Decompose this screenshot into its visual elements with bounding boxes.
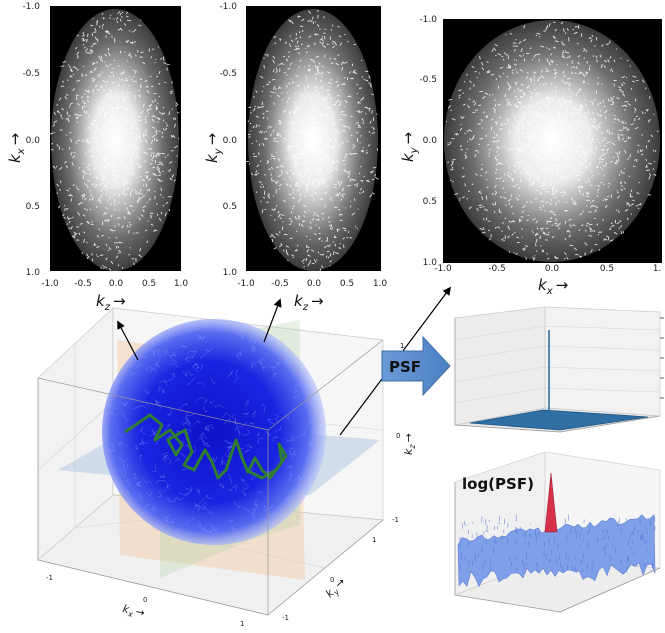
x-tick-label: 1.0: [373, 279, 388, 289]
y-tick-label: 0.0: [423, 136, 438, 146]
kspace-projection-panel-ky-kz: -1.0 -0.5 0.0 0.5 1.0 -1.0 -0.5 0.0 0.5 …: [203, 2, 387, 313]
y-axis-label: ky→: [399, 132, 420, 162]
log-front-edges: [454, 482, 661, 613]
y-tick-labels: -1.0 -0.5 0.0 0.5 1.0: [419, 15, 437, 268]
y-tick-labels: -1.0 -0.5 0.0 0.5 1.0: [219, 2, 237, 278]
trajectory-strand-lines: [106, 320, 321, 538]
x-tick-label: 0.0: [109, 279, 124, 289]
psf-surface-plot: [454, 306, 664, 433]
arrow-to-panel-2: [263, 298, 282, 343]
ky-tick-label: 1: [372, 536, 376, 544]
kz-tick-label: -1: [392, 516, 399, 524]
kx-tick-label: 1: [240, 620, 244, 628]
psf-surface: [469, 409, 649, 431]
x-tick-label: -1.0: [41, 279, 59, 289]
x-tick-labels: -1.0 -0.5 0.0 0.5 1.: [434, 264, 661, 274]
y-tick-label: 1.0: [423, 258, 438, 268]
kspace-projection-panel-kx-kz: -1.0 -0.5 0.0 0.5 1.0 -1.0 -0.5 0.0 0.5 …: [6, 2, 188, 313]
speckle-strokes: [49, 11, 180, 271]
ky-tick-label: -1: [282, 614, 289, 622]
y-tick-label: 0.0: [223, 136, 238, 146]
x-tick-label: -1.0: [434, 264, 452, 274]
log-surface-noise-strokes: [459, 514, 656, 574]
log-psf-label: log(PSF): [462, 475, 534, 493]
speckle-strokes: [245, 9, 379, 273]
log-psf-surface-plot: log(PSF): [453, 451, 661, 613]
x-tick-label: 0.5: [600, 264, 614, 274]
x-tick-label: 1.: [653, 264, 662, 274]
y-tick-label: -0.5: [419, 75, 437, 85]
kspace-trajectory-3d-plot: -1 0 1 1 0 -1 1 0 -1 kx→ ky→ kz→: [37, 307, 417, 628]
y-tick-label: 0.5: [223, 202, 237, 212]
trajectory-cloud-sphere: [102, 319, 326, 545]
psf-front-edges: [454, 318, 661, 433]
y-axis-label: kx→: [6, 133, 27, 163]
x-axis-label: kx →: [538, 276, 568, 297]
ky-ticks: 1 0 -1: [282, 536, 376, 622]
psf-block-arrow: PSF: [381, 335, 451, 397]
log-psf-peak: [544, 472, 558, 533]
speckle-strokes: [445, 21, 659, 262]
x-tick-label: -1.0: [237, 279, 255, 289]
log-surface-noise: [459, 514, 656, 574]
psf-back-pane-left: [454, 306, 546, 426]
ky-tick-label: 0: [330, 576, 334, 584]
y-tick-label: -1.0: [419, 15, 437, 25]
x-tick-label: -0.5: [488, 264, 506, 274]
x-axis-label: kz →: [96, 292, 126, 313]
y-tick-label: -0.5: [219, 69, 237, 79]
kz-axis-label: kz→: [402, 433, 417, 455]
kspace-projection-panel-ky-kx: -1.0 -0.5 0.0 0.5 1.0 -1.0 -0.5 0.0 0.5 …: [399, 15, 662, 297]
cube-front-edge: [267, 519, 384, 616]
speckle-texture: [245, 9, 379, 273]
psf-tick-marks: [660, 317, 664, 399]
psf-back-pane-right: [544, 306, 661, 417]
cube-front-edge: [37, 377, 269, 431]
x-axis-label: kz →: [294, 292, 324, 313]
x-tick-label: -0.5: [74, 279, 92, 289]
x-tick-labels: -1.0 -0.5 0.0 0.5 1.0: [41, 279, 188, 289]
x-tick-label: 0.0: [307, 279, 322, 289]
x-tick-labels: -1.0 -0.5 0.0 0.5 1.0: [237, 279, 387, 289]
x-tick-label: 0.5: [340, 279, 354, 289]
psf-grid-lines: [454, 325, 661, 404]
x-tick-label: 1.0: [174, 279, 189, 289]
kz-ticks: 1 0 -1: [392, 342, 404, 524]
y-tick-label: 0.5: [423, 197, 437, 207]
speckle-texture: [49, 11, 180, 271]
cube-front-edge: [267, 339, 384, 431]
psf-arrow-shape: [381, 335, 451, 397]
y-axis-label: ky→: [203, 133, 224, 163]
highlighted-trajectory: [124, 413, 288, 480]
ky-axis-label: ky→: [323, 575, 349, 601]
kx-ticks: -1 0 1: [46, 574, 244, 628]
cube-front-edges: [37, 378, 269, 616]
trajectory-strands: [106, 320, 321, 538]
x-tick-label: 0.0: [545, 264, 560, 274]
x-tick-label: -0.5: [271, 279, 289, 289]
y-tick-label: -1.0: [22, 2, 40, 12]
y-tick-label: 1.0: [26, 268, 41, 278]
x-tick-label: 0.5: [142, 279, 156, 289]
y-tick-label: 0.5: [26, 202, 40, 212]
y-tick-label: 1.0: [223, 268, 238, 278]
kx-tick-label: -1: [46, 574, 53, 582]
psf-arrow-label: PSF: [389, 358, 421, 376]
kz-tick-label: 0: [396, 432, 400, 440]
y-tick-label: -1.0: [219, 2, 237, 12]
y-tick-labels: -1.0 -0.5 0.0 0.5 1.0: [22, 2, 40, 278]
arrow-to-panel-1: [117, 320, 139, 361]
y-tick-label: 0.0: [26, 136, 41, 146]
kx-tick-label: 0: [143, 596, 147, 604]
speckle-texture: [445, 21, 659, 262]
kz-tick-label: 1: [400, 342, 404, 350]
kx-axis-label: kx→: [121, 602, 146, 621]
log-psf-surface: [457, 513, 656, 588]
y-tick-label: -0.5: [22, 69, 40, 79]
